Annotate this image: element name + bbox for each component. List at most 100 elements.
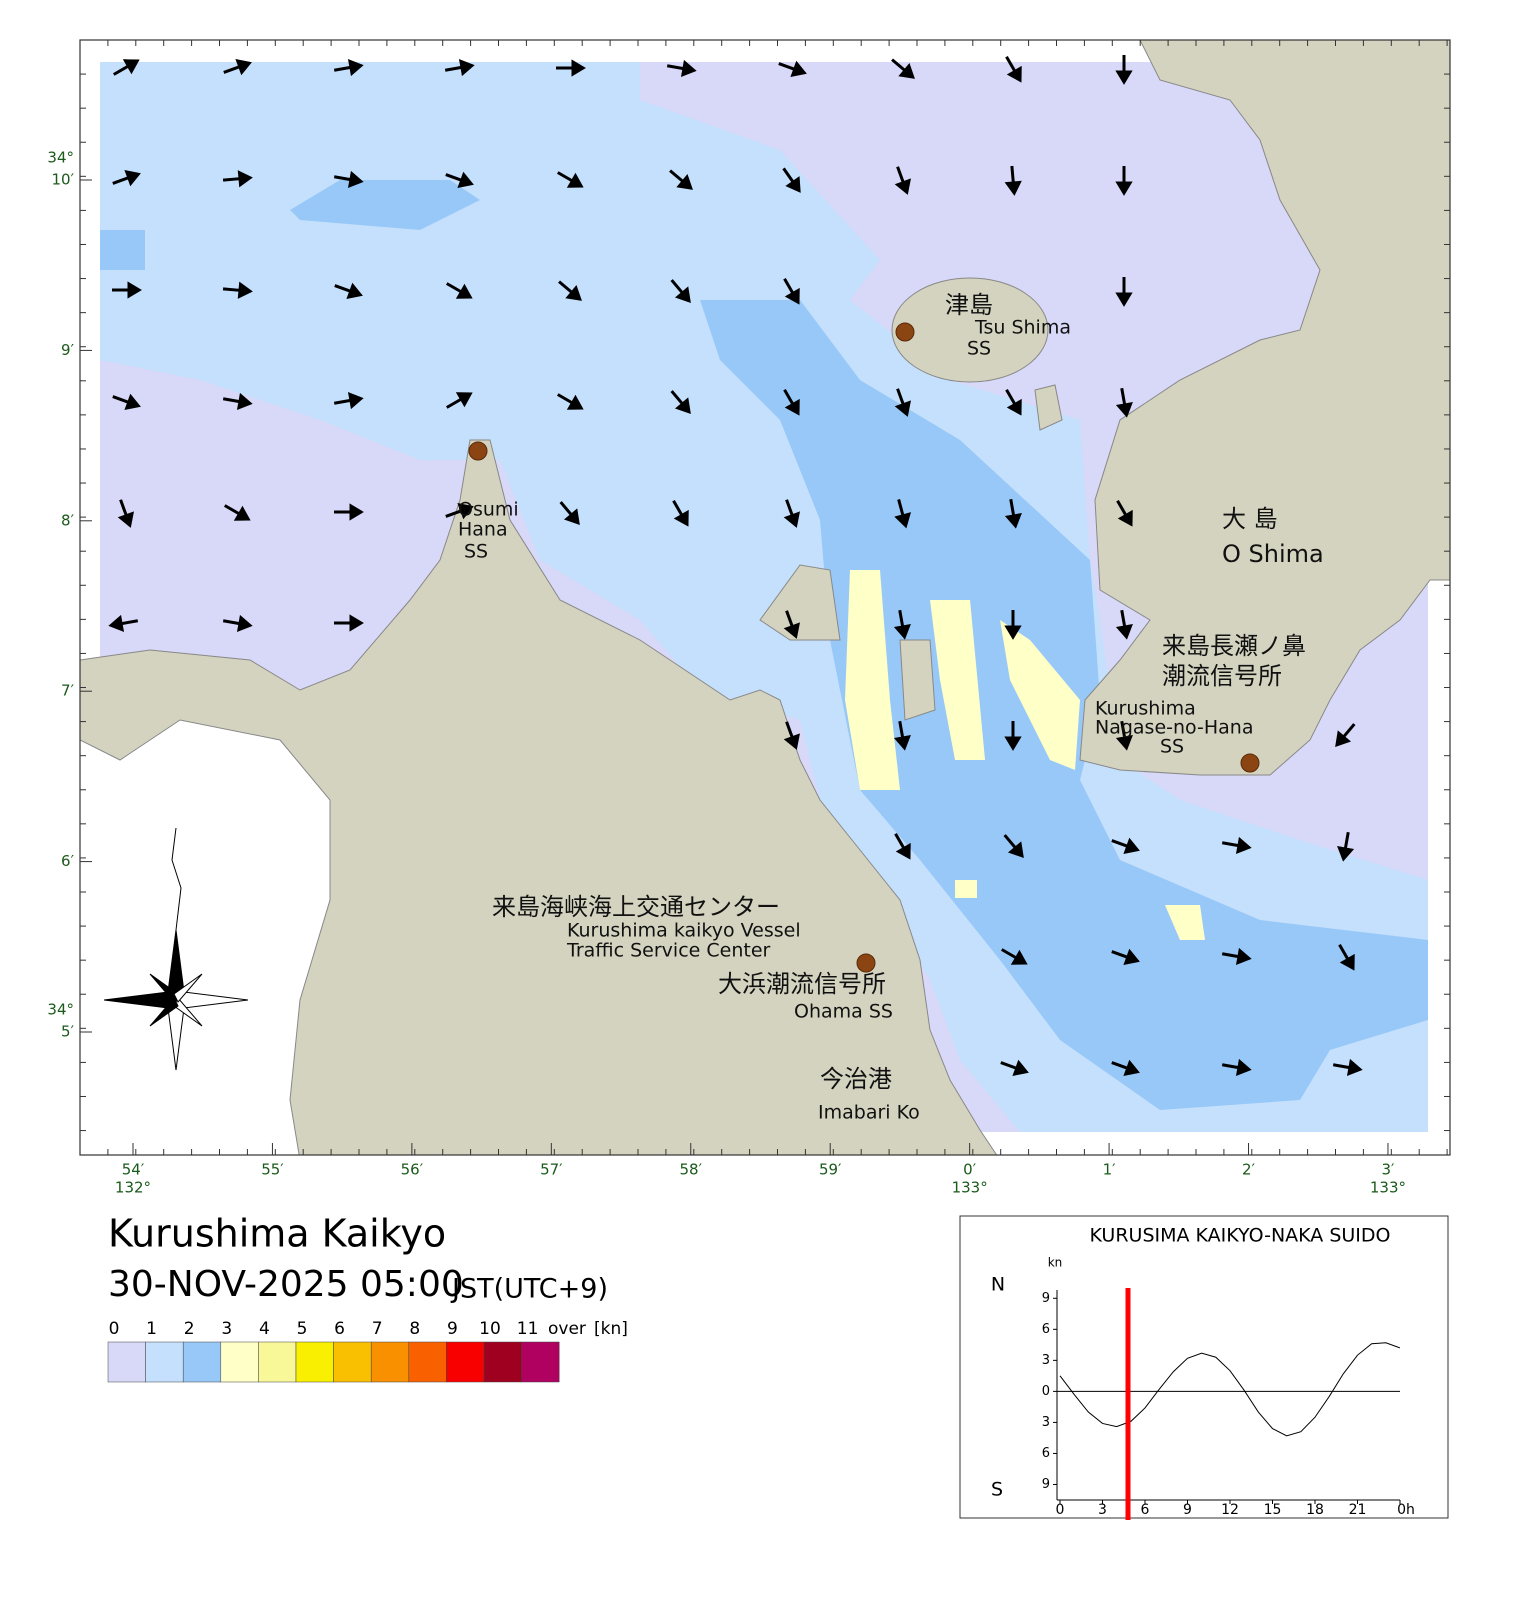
place-label: 大浜潮流信号所 xyxy=(718,970,886,998)
y-tick-label: 0 xyxy=(1042,1384,1050,1399)
current-arrow xyxy=(1000,948,1028,965)
legend-swatch xyxy=(107,1341,146,1383)
station-dot xyxy=(1240,753,1260,773)
x-tick-label: 0 xyxy=(1056,1502,1065,1518)
lon-degree-label: 132° xyxy=(115,1179,151,1197)
current-arrow xyxy=(1005,55,1022,83)
station-dot xyxy=(895,322,915,342)
water-speed-3 xyxy=(1165,905,1205,940)
water-speed-3 xyxy=(955,880,977,898)
current-arrow xyxy=(782,167,801,193)
current-arrow xyxy=(1115,387,1133,418)
map xyxy=(80,40,1450,1155)
land-islet xyxy=(899,639,936,721)
legend-swatch xyxy=(220,1341,259,1383)
y-tick-label: 9 xyxy=(1042,1477,1050,1492)
legend-swatch xyxy=(521,1341,560,1383)
current-arrow xyxy=(894,166,911,195)
water-speed-2 xyxy=(290,180,480,230)
current-arrow xyxy=(556,59,586,77)
x-tick-label: 15 xyxy=(1264,1502,1282,1518)
lon-degree-label: 133° xyxy=(952,1179,988,1197)
place-label: 来島海峡海上交通センター xyxy=(492,893,780,921)
place-label: 来島長瀬ノ鼻 xyxy=(1162,632,1306,660)
current-arrow xyxy=(333,59,364,77)
current-arrow xyxy=(1335,723,1356,747)
current-arrow xyxy=(1221,947,1252,965)
place-label: Nagase-no-Hana xyxy=(1095,717,1254,739)
x-tick-label: 18 xyxy=(1306,1502,1324,1518)
current-arrow xyxy=(559,501,580,525)
current-arrow xyxy=(445,392,473,409)
current-arrow xyxy=(783,499,800,528)
current-arrow xyxy=(778,60,807,77)
current-arrow xyxy=(445,503,474,520)
current-arrow xyxy=(1003,834,1024,858)
current-arrow xyxy=(556,171,584,188)
current-arrow xyxy=(1338,943,1355,971)
lon-label: 57′ xyxy=(540,1161,563,1179)
legend-tick: 3 xyxy=(221,1319,232,1339)
current-arrow xyxy=(222,170,253,188)
current-arrow xyxy=(1004,721,1022,751)
inset-south: S xyxy=(991,1479,1003,1501)
map-datetime: 30-NOV-2025 05:00 xyxy=(108,1264,464,1305)
map-title: Kurushima Kaikyo xyxy=(108,1212,446,1256)
current-arrow xyxy=(444,59,475,77)
x-tick-label: 0h xyxy=(1397,1502,1415,1518)
current-arrow xyxy=(1221,836,1252,854)
current-arrow xyxy=(1115,609,1133,640)
y-tick-label: 9 xyxy=(1042,1291,1050,1306)
x-tick-label: 12 xyxy=(1221,1502,1239,1518)
current-arrow xyxy=(223,504,251,521)
current-arrow xyxy=(222,392,253,410)
place-label: 今治港 xyxy=(820,1065,892,1093)
legend-swatch xyxy=(408,1341,447,1383)
y-tick-label: 3 xyxy=(1042,1353,1050,1368)
x-tick-label: 6 xyxy=(1141,1502,1150,1518)
lat-degree-label: 34° xyxy=(47,149,74,167)
current-arrow xyxy=(672,499,689,527)
lon-label: 58′ xyxy=(680,1161,703,1179)
current-curve xyxy=(1059,1342,1401,1437)
legend-swatch xyxy=(182,1341,222,1383)
lat-label: 7′ xyxy=(61,682,75,700)
water-speed-2 xyxy=(100,230,145,270)
legend-over: over xyxy=(548,1319,586,1339)
current-arrow xyxy=(445,171,474,188)
current-arrow xyxy=(891,58,915,79)
current-arrow xyxy=(1337,831,1355,862)
current-arrow xyxy=(334,503,364,521)
lat-label: 5′ xyxy=(61,1023,75,1041)
legend-tick: 4 xyxy=(259,1319,270,1339)
water-speed-3 xyxy=(930,600,985,760)
current-arrow xyxy=(1115,720,1133,751)
current-arrow xyxy=(1111,1059,1140,1076)
current-arrow xyxy=(112,281,142,299)
legend-tick: 5 xyxy=(297,1319,308,1339)
legend-tick: 7 xyxy=(372,1319,383,1339)
lon-label: 2′ xyxy=(1242,1161,1256,1179)
current-arrow xyxy=(112,170,141,187)
legend-tick: 11 xyxy=(517,1319,539,1339)
lon-label: 56′ xyxy=(401,1161,424,1179)
legend-swatch xyxy=(483,1341,522,1383)
place-label: SS xyxy=(967,338,991,360)
legend-swatch xyxy=(370,1341,410,1383)
current-arrow xyxy=(445,282,473,299)
x-tick-label: 21 xyxy=(1349,1502,1367,1518)
current-arrow xyxy=(117,499,134,528)
legend-swatch xyxy=(295,1341,334,1383)
current-arrow xyxy=(333,392,364,410)
legend-tick: 10 xyxy=(479,1319,501,1339)
current-arrow xyxy=(1116,499,1133,527)
current-arrow xyxy=(666,59,697,77)
current-arrow xyxy=(556,393,584,410)
current-arrow xyxy=(670,279,691,303)
legend-unit: [kn] xyxy=(594,1319,628,1339)
current-arrow xyxy=(1221,1058,1252,1076)
land-outside xyxy=(80,719,331,1155)
current-arrow xyxy=(1004,165,1022,196)
lat-label: 9′ xyxy=(61,341,75,359)
current-arrow xyxy=(1005,388,1022,416)
